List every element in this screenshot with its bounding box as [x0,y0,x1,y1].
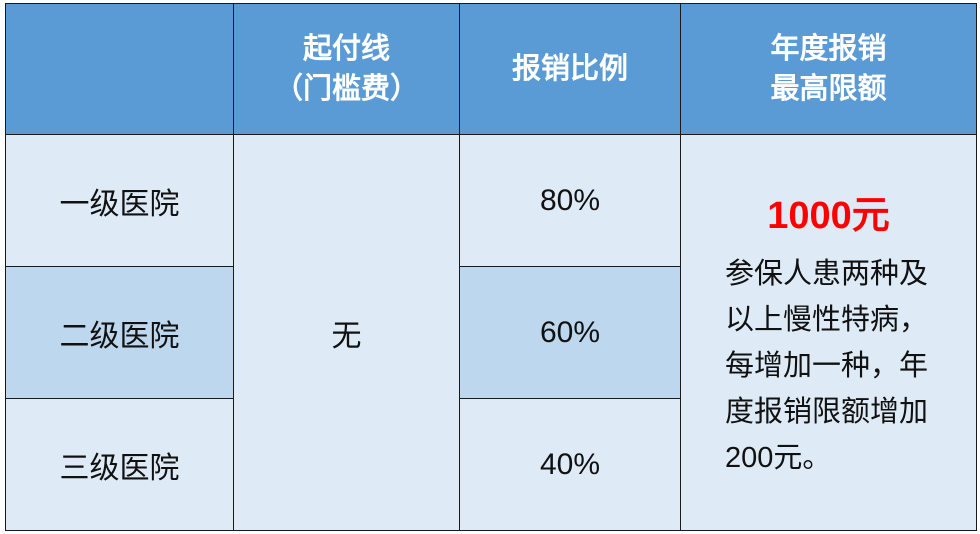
hospital-cell: 一级医院 [5,134,234,267]
header-deductible: 起付线 （门槛费） [233,3,460,135]
header-limit-line2: 最高限额 [770,73,887,105]
deductible-cell: 无 [233,134,460,531]
header-deductible-line1: 起付线 [302,33,390,65]
hospital-cell: 二级医院 [5,266,234,399]
header-limit-line1: 年度报销 [770,33,887,65]
header-limit: 年度报销 最高限额 [680,3,977,135]
ratio-cell: 80% [459,134,681,267]
header-row: 起付线 （门槛费） 报销比例 年度报销最高限额 [5,3,977,135]
ratio-cell: 60% [459,266,681,399]
header-deductible-line2: （门槛费） [273,73,419,105]
header-ratio: 报销比例 [459,3,681,135]
table-row: 一级医院 无 80% 1000元 参保人患两种及以上慢性特病，每增加一种，年度报… [5,134,977,531]
table-row: 二级医院 60% [5,266,977,399]
limit-amount: 1000元 [767,195,890,237]
limit-cell: 1000元 参保人患两种及以上慢性特病，每增加一种，年度报销限额增加200元。 [680,134,977,531]
hospital-cell: 三级医院 [5,398,234,531]
header-empty [5,3,234,135]
limit-note: 参保人患两种及以上慢性特病，每增加一种，年度报销限额增加200元。 [725,258,929,474]
ratio-cell: 40% [459,398,681,531]
reimbursement-table: 起付线 （门槛费） 报销比例 年度报销最高限额 一级医院 无 80% 1000元 … [5,3,977,531]
table-row: 三级医院 40% [5,398,977,531]
